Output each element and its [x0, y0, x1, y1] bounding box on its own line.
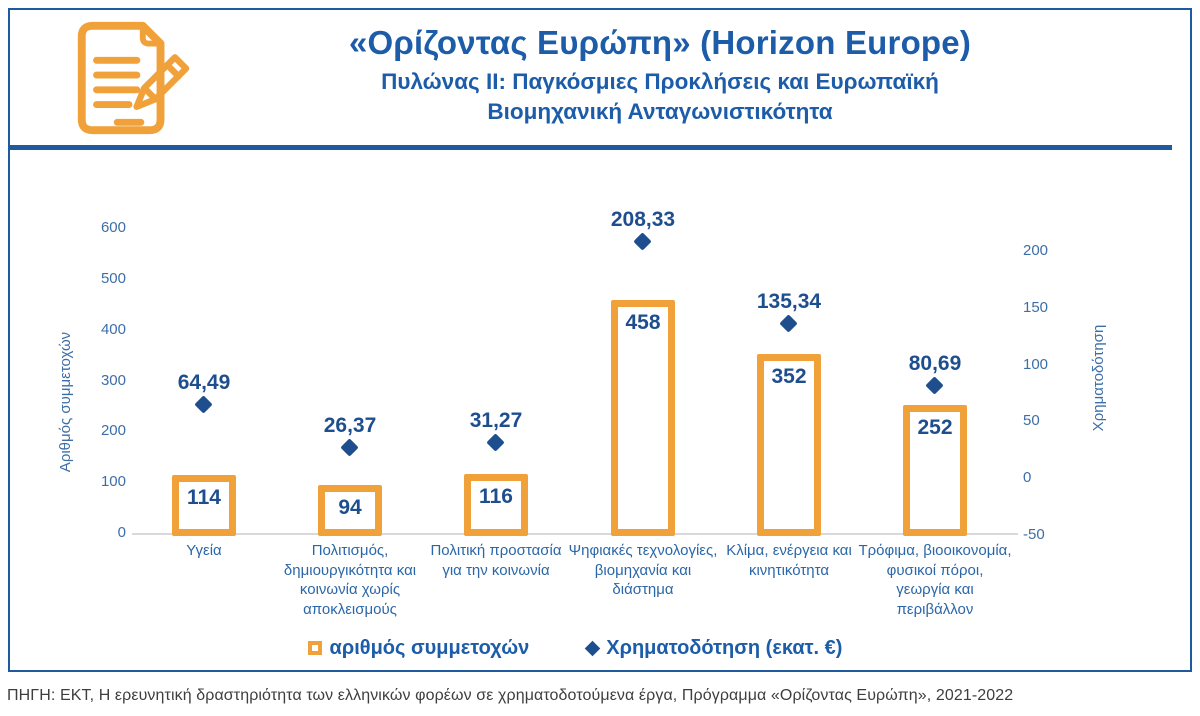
left-axis-tick-label: 500	[100, 269, 126, 287]
right-axis-tick-label: 150	[1023, 298, 1049, 316]
right-axis-tick-label: 50	[1023, 412, 1040, 430]
bar-value-label: 352	[771, 365, 807, 389]
bar-value-label: 116	[479, 485, 513, 509]
participation-bar	[903, 404, 967, 536]
bar-value-label: 94	[338, 496, 362, 520]
left-axis-tick-label: 100	[100, 473, 126, 491]
source-note: ΠΗΓΗ: ΕΚΤ, Η ερευνητική δραστηριότητα τω…	[7, 687, 1014, 704]
category-label: Ψηφιακές τεχνολογίες, βιομηχανία και διά…	[568, 542, 718, 598]
funding-diamond-icon	[779, 314, 798, 334]
funding-value-label: 64,49	[177, 370, 231, 394]
page-subtitle: Πυλώνας II: Παγκόσμιες Προκλήσεις και Ευ…	[381, 69, 939, 124]
funding-value-label: 31,27	[469, 408, 523, 432]
funding-value-label: 80,69	[908, 352, 962, 376]
report-card: «Ορίζοντας Ευρώπη» (Horizon Europe) Πυλώ…	[8, 8, 1192, 672]
category-label: Υγεία	[186, 542, 222, 559]
header-divider	[10, 145, 1172, 150]
category-label: Τρόφιμα, βιοοικονομία, φυσικοί πόροι, γε…	[858, 542, 1012, 618]
bar-value-label: 252	[917, 415, 953, 439]
participation-bar	[318, 485, 382, 536]
participation-bar	[172, 475, 236, 536]
right-axis-tick-label: 0	[1023, 469, 1032, 486]
right-axis-tick-label: -50	[1023, 525, 1045, 543]
bar-value-label: 458	[625, 311, 661, 335]
left-axis-tick-label: 400	[100, 320, 126, 338]
left-axis-tick-label: 300	[100, 371, 126, 389]
page-title: «Ορίζοντας Ευρώπη» (Horizon Europe)	[348, 24, 972, 61]
funding-value-label: 135,34	[756, 290, 822, 314]
right-axis-tick-label: 200	[1023, 242, 1049, 259]
funding-diamond-icon	[194, 395, 213, 414]
funding-diamond-icon	[486, 432, 505, 452]
legend-item-participations: αριθμός συμμετοχών	[307, 636, 530, 660]
diamond-series-swatch-icon	[584, 640, 601, 656]
header: «Ορίζοντας Ευρώπη» (Horizon Europe) Πυλώ…	[190, 22, 1130, 126]
category-label: Πολιτισμός, δημιουργικότητα και κοινωνία…	[283, 542, 417, 618]
funding-diamond-icon	[340, 438, 359, 457]
bar-value-label: 114	[187, 486, 221, 510]
chart-legend: αριθμός συμμετοχών Χρηματοδότηση (εκατ. …	[132, 634, 1018, 662]
x-axis-line	[132, 533, 1018, 535]
dual-axis-chart: Αριθμός συμμετοχών Χρηματοδότηση 0 100 200…	[10, 10, 1194, 674]
category-label: Κλίμα, ενέργεια και κινητικότητα	[726, 542, 852, 579]
funding-diamond-icon	[925, 376, 944, 396]
participation-bar	[464, 474, 528, 536]
document-pencil-icon	[77, 21, 190, 135]
right-axis-tick-label: 100	[1023, 355, 1049, 373]
funding-diamond-icon	[633, 231, 652, 251]
left-axis-tick-label: 600	[100, 219, 126, 236]
legend-item-funding: Χρηματοδότηση (εκατ. €)	[584, 636, 843, 660]
category-label: Πολιτική προστασία για την κοινωνία	[430, 542, 562, 579]
participation-bar	[757, 354, 821, 536]
bar-series-swatch-icon	[307, 641, 322, 655]
legend-label-funding: Χρηματοδότηση (εκατ. €)	[606, 636, 843, 659]
funding-value-label: 208,33	[610, 207, 676, 231]
legend-label-participations: αριθμός συμμετοχών	[329, 636, 530, 659]
funding-value-label: 26,37	[323, 414, 377, 438]
left-axis-tick-label: 0	[117, 524, 126, 541]
left-axis-tick-label: 200	[100, 422, 126, 440]
participation-bar	[611, 300, 675, 536]
right-axis-title: Χρηματοδότηση	[1090, 324, 1107, 432]
